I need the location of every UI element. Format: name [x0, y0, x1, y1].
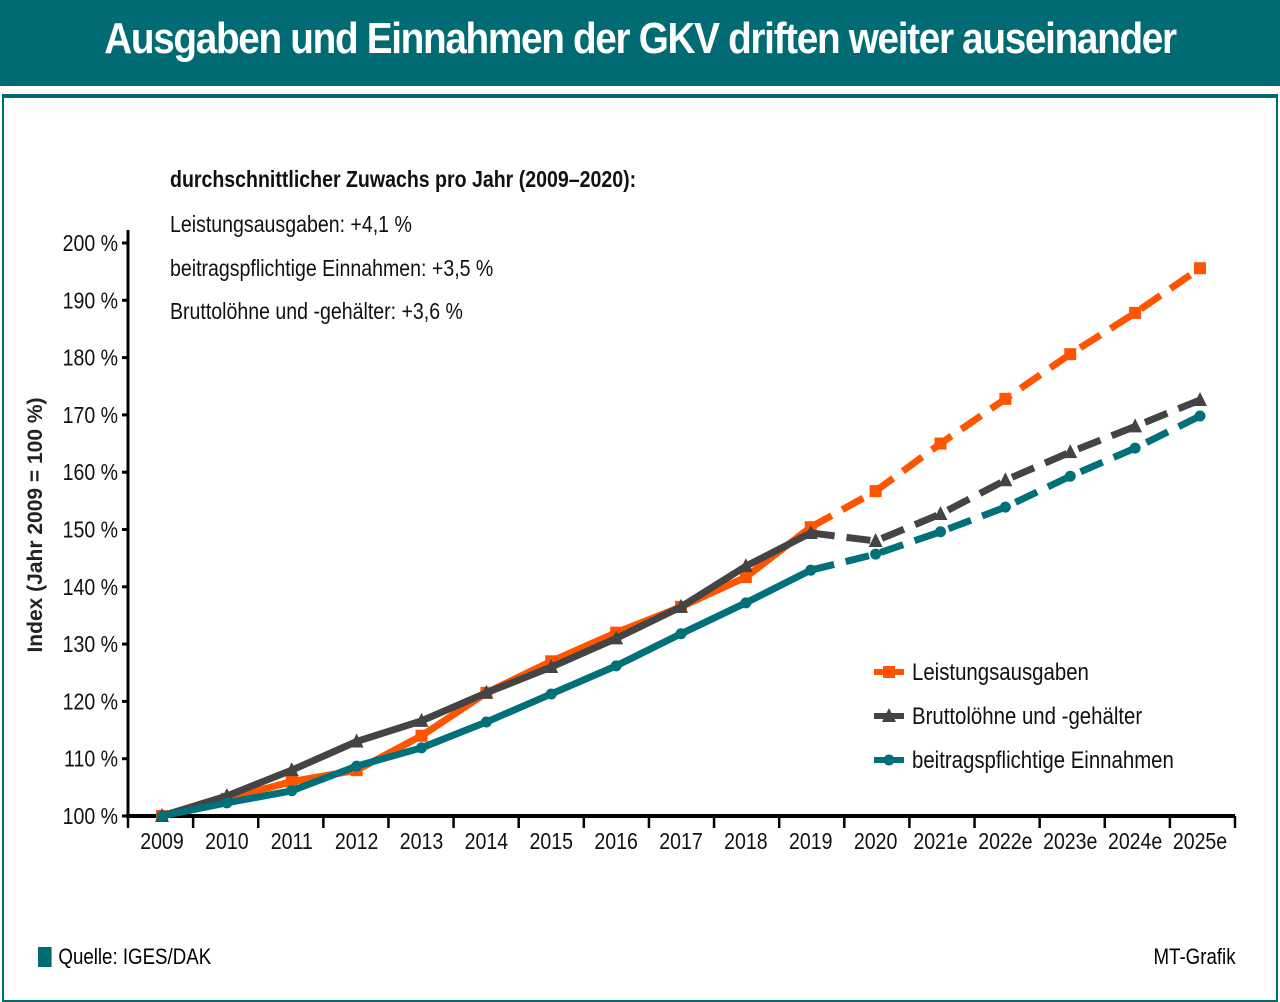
- data-point: [933, 506, 948, 521]
- data-point: [935, 526, 946, 538]
- data-point: [1129, 442, 1141, 454]
- data-point: [674, 598, 688, 613]
- data-point: [221, 797, 233, 809]
- data-point: [285, 775, 298, 788]
- y-tick-label: 100 %: [63, 804, 118, 830]
- series-line-actual: [161, 524, 813, 820]
- notes-heading: durchschnittlicher Zuwachs pro Jahr (200…: [170, 166, 637, 192]
- data-point: [883, 666, 895, 678]
- data-point: [934, 437, 947, 450]
- data-point: [349, 733, 364, 748]
- note-line: Leistungsausgaben: +4,1 %: [170, 211, 412, 237]
- x-tick-label: 2014: [465, 829, 509, 855]
- x-tick-label: 2010: [205, 829, 249, 855]
- x-tick-label: 2015: [530, 829, 573, 855]
- source: Quelle: IGES/DAK: [38, 944, 211, 970]
- data-point: [1193, 392, 1207, 407]
- x-tick-label: 2025e: [1173, 829, 1227, 855]
- data-point: [414, 712, 429, 727]
- data-point: [998, 472, 1013, 487]
- y-axis-label: Index (Jahr 2009 = 100 %): [24, 397, 47, 652]
- x-tick-label: 2011: [271, 829, 313, 855]
- y-tick-label: 130 %: [63, 632, 118, 658]
- data-point: [882, 708, 896, 722]
- data-point: [1194, 262, 1206, 275]
- data-point: [675, 628, 687, 640]
- data-point: [284, 762, 299, 777]
- legend-label: beitragspflichtige Einnahmen: [912, 746, 1174, 773]
- series-line-forecast: [809, 412, 1202, 574]
- y-tick-label: 150 %: [63, 517, 118, 543]
- data-point: [739, 571, 752, 584]
- data-point: [803, 524, 818, 539]
- data-point: [609, 630, 624, 645]
- chart-title: Ausgaben und Einnahmen der GKV driften w…: [104, 14, 1177, 63]
- data-point: [1064, 470, 1076, 482]
- legend-label: Leistungsausgaben: [912, 658, 1089, 685]
- x-tick-label: 2012: [335, 829, 378, 855]
- data-point: [351, 760, 363, 772]
- x-tick-label: 2019: [789, 829, 832, 855]
- data-point: [805, 564, 817, 576]
- data-point: [479, 684, 494, 699]
- data-point: [156, 810, 168, 822]
- y-tick-label: 140 %: [63, 574, 118, 600]
- y-tick-label: 170 %: [63, 402, 118, 428]
- data-point: [1063, 444, 1078, 459]
- y-tick-label: 110 %: [64, 746, 118, 772]
- x-tick-label: 2018: [724, 829, 767, 855]
- series-line-forecast: [810, 396, 1202, 545]
- data-point: [286, 785, 298, 797]
- y-tick-label: 180 %: [63, 345, 118, 371]
- data-point: [219, 787, 234, 802]
- x-tick-label: 2023e: [1043, 829, 1097, 855]
- data-point: [1128, 418, 1143, 433]
- data-point: [1064, 348, 1077, 361]
- x-tick-label: 2024e: [1108, 829, 1162, 855]
- x-tick-label: 2021e: [913, 829, 967, 855]
- x-tick-label: 2017: [659, 829, 702, 855]
- data-point: [544, 659, 559, 674]
- y-tick-label: 160 %: [63, 460, 118, 486]
- x-tick-label: 2013: [400, 829, 443, 855]
- y-tick-label: 190 %: [63, 288, 118, 314]
- data-point: [883, 754, 895, 766]
- data-point: [740, 597, 752, 609]
- data-point: [738, 558, 753, 573]
- y-tick-label: 120 %: [63, 689, 118, 715]
- data-point: [868, 532, 883, 547]
- data-point: [1129, 306, 1142, 319]
- data-point: [545, 688, 557, 700]
- source-marker-icon: [38, 947, 52, 967]
- legend-label: Bruttolöhne und -gehälter: [912, 702, 1143, 729]
- data-point: [415, 729, 428, 742]
- data-point: [1194, 410, 1206, 422]
- data-point: [416, 742, 427, 754]
- x-tick-label: 2016: [594, 829, 637, 855]
- x-tick-label: 2022e: [978, 829, 1032, 855]
- note-line: beitragspflichtige Einnahmen: +3,5 %: [170, 255, 494, 281]
- data-point: [480, 716, 492, 728]
- title-bar: Ausgaben und Einnahmen der GKV driften w…: [0, 0, 1280, 86]
- y-tick-label: 200 %: [63, 231, 118, 257]
- source-text: Quelle: IGES/DAK: [58, 944, 212, 969]
- note-line: Bruttolöhne und -gehälter: +3,6 %: [170, 298, 463, 324]
- data-point: [610, 660, 622, 672]
- data-point: [870, 548, 882, 560]
- x-tick-label: 2020: [854, 829, 898, 855]
- data-point: [999, 501, 1011, 513]
- data-point: [999, 392, 1012, 405]
- series-line-actual: [160, 529, 813, 820]
- x-tick-label: 2009: [140, 829, 183, 855]
- credit: MT-Grafik: [1153, 944, 1236, 969]
- data-point: [869, 485, 882, 498]
